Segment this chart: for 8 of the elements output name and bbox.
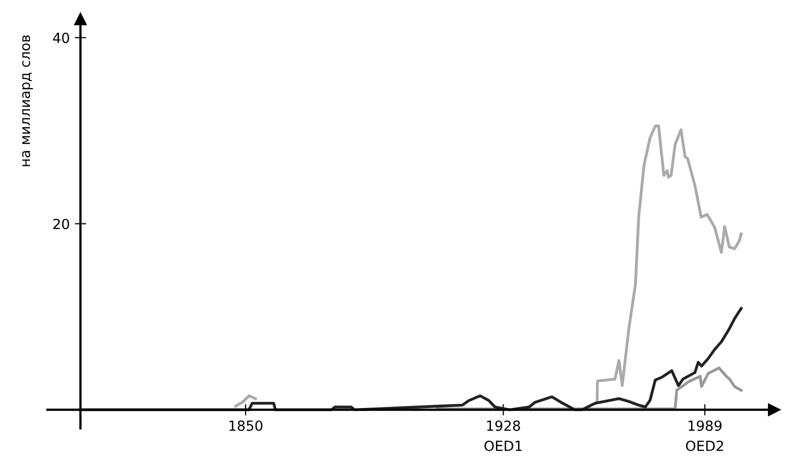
x-tick-label: 1850 bbox=[229, 420, 262, 431]
y-axis-title: на миллиард слов bbox=[22, 35, 33, 166]
x-tick-label: 1989 bbox=[688, 420, 722, 431]
y-tick-label: 20 bbox=[53, 218, 70, 230]
text: OED2 bbox=[686, 440, 724, 452]
x-tick-label: 1928 bbox=[487, 420, 520, 431]
text: OED1 bbox=[484, 440, 522, 452]
y-tick-label: 40 bbox=[53, 32, 70, 44]
